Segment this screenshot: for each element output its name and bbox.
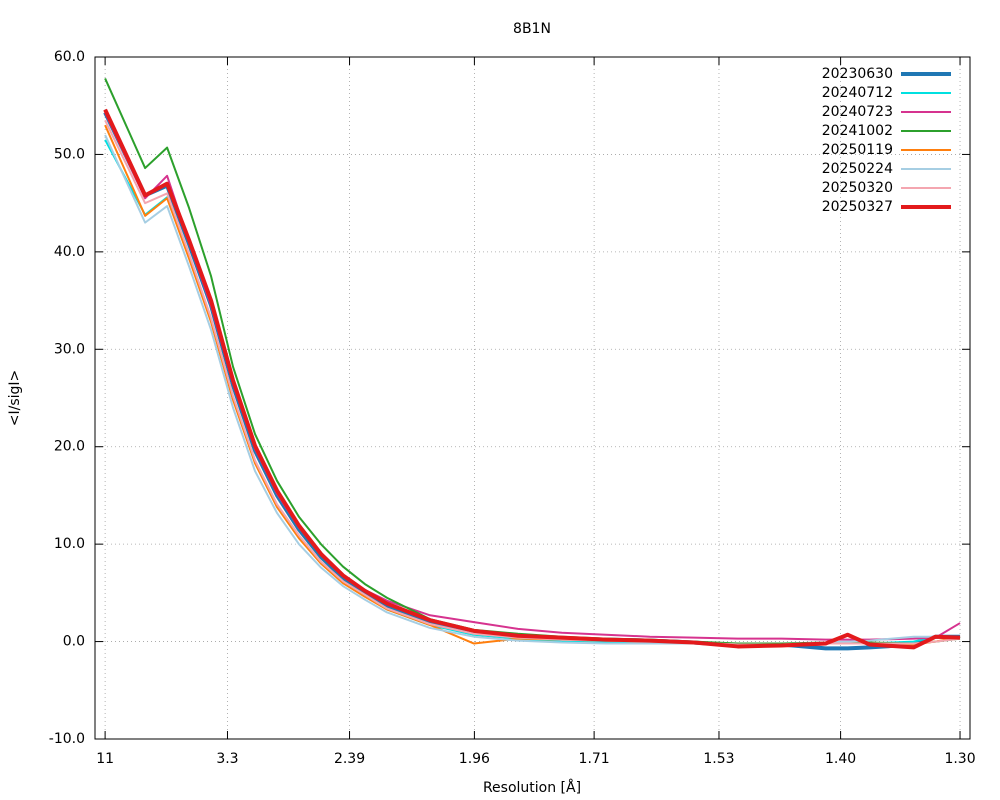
series-line [104, 139, 961, 647]
x-tick-label: 1.96 [459, 751, 490, 767]
legend-label: 20230630 [822, 66, 893, 82]
y-axis-label: <I/sigI> [7, 370, 23, 427]
plot-frame [94, 56, 971, 740]
y-tick-label: 10.0 [54, 536, 85, 552]
legend-label: 20250320 [822, 180, 893, 196]
chart-title: 8B1N [513, 21, 551, 37]
x-tick-label: 2.39 [334, 751, 365, 767]
y-tick-label: 0.0 [63, 634, 85, 650]
series-line [104, 119, 961, 646]
x-axis-label: Resolution [Å] [483, 779, 581, 796]
x-tick-label: 11 [96, 751, 114, 767]
y-tick-label: 20.0 [54, 439, 85, 455]
legend-label: 20241002 [822, 123, 893, 139]
x-tick-label: 1.53 [703, 751, 734, 767]
y-tick-label: -10.0 [49, 731, 85, 747]
y-tick-label: 40.0 [54, 244, 85, 260]
x-tick-label: 1.30 [944, 751, 975, 767]
y-tick-label: 60.0 [54, 49, 85, 65]
x-tick-label: 1.40 [825, 751, 856, 767]
legend-label: 20240723 [822, 104, 893, 120]
legend-label: 20250224 [822, 161, 893, 177]
x-tick-label: 3.3 [216, 751, 238, 767]
legend-label: 20250327 [822, 199, 893, 215]
x-tick-label: 1.71 [579, 751, 610, 767]
legend-label: 20240712 [822, 85, 893, 101]
series-line [103, 108, 961, 650]
legend-label: 20250119 [822, 142, 893, 158]
y-tick-label: 30.0 [54, 341, 85, 357]
series-line [104, 134, 961, 646]
y-tick-label: 50.0 [54, 146, 85, 162]
